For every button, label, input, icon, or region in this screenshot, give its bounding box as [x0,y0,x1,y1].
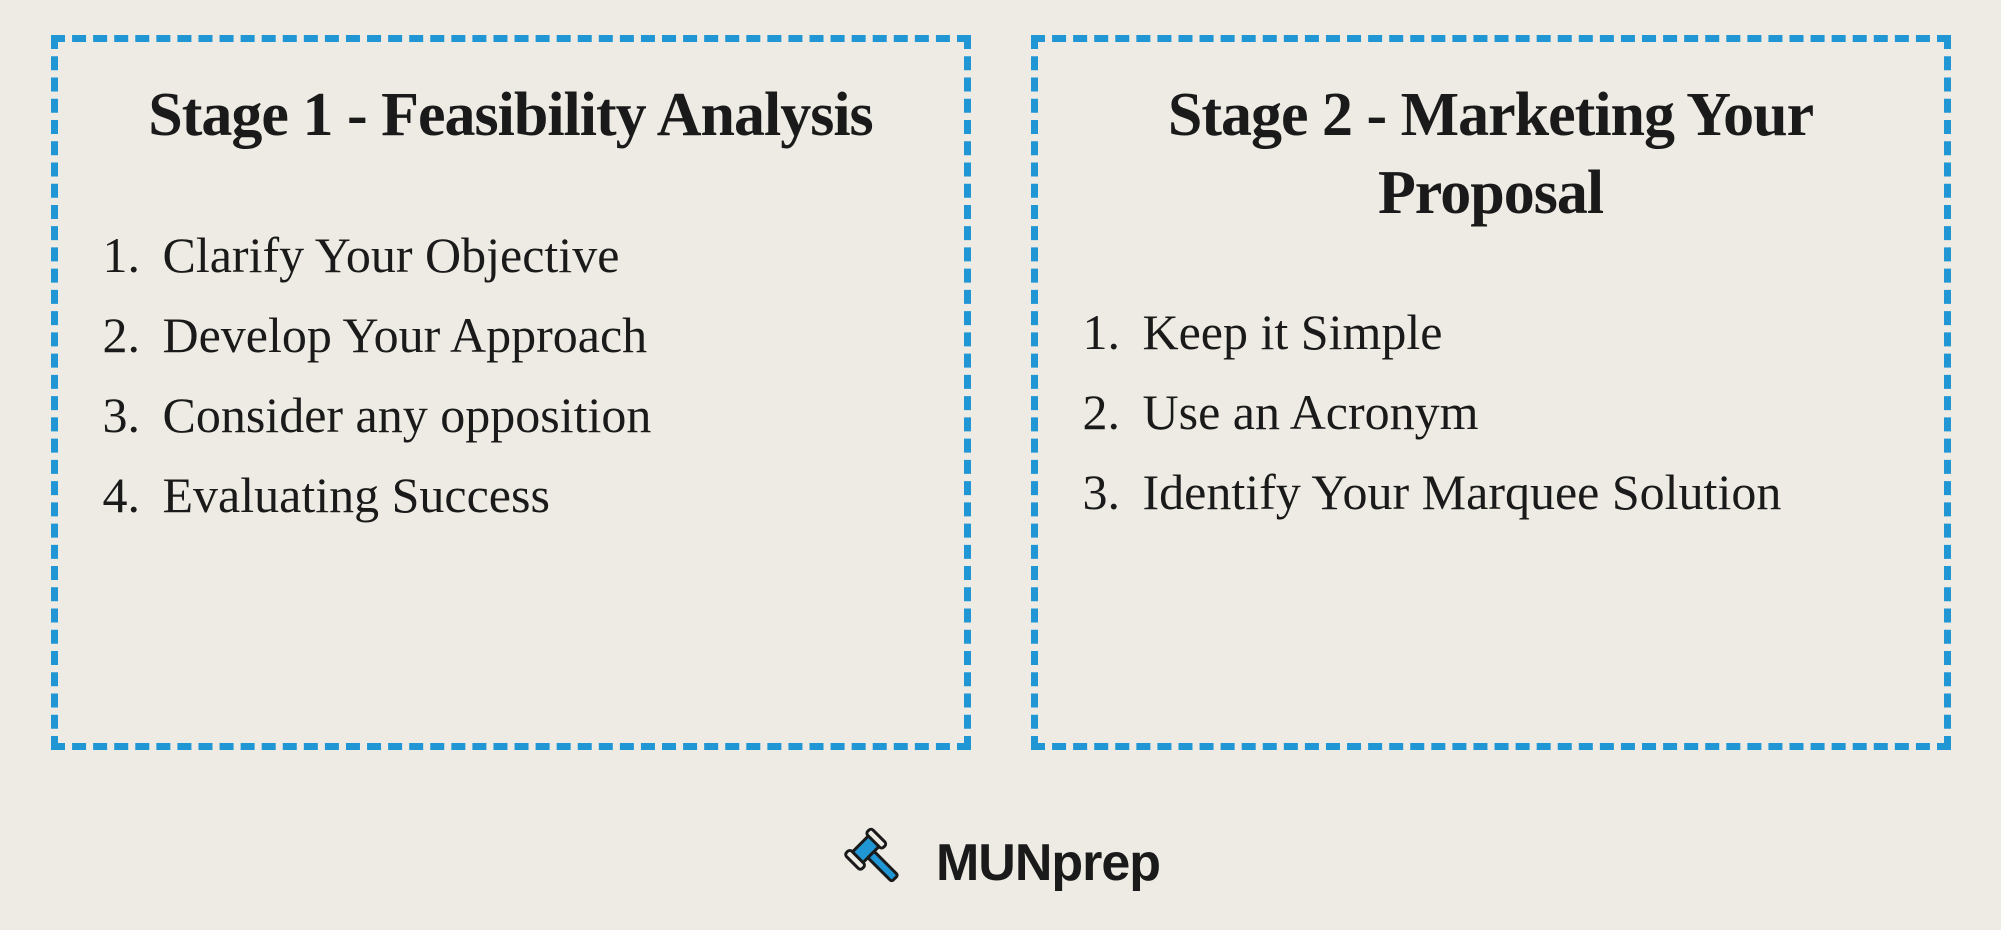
stage-1-box: Stage 1 - Feasibility Analysis Clarify Y… [51,35,971,750]
stage-1-item: Evaluating Success [103,455,919,535]
stage-1-item: Clarify Your Objective [103,215,919,295]
stage-2-item: Keep it Simple [1083,292,1899,372]
stage-1-item: Consider any opposition [103,375,919,455]
stage-2-list: Keep it Simple Use an Acronym Identify Y… [1083,292,1899,532]
brand-name: MUNprep [936,833,1160,893]
stage-1-title: Stage 1 - Feasibility Analysis [103,77,919,155]
footer: MUNprep [841,825,1160,900]
stage-1-list: Clarify Your Objective Develop Your Appr… [103,215,919,535]
stage-2-item: Identify Your Marquee Solution [1083,452,1899,532]
stage-2-title: Stage 2 - Marketing Your Proposal [1083,77,1899,232]
stages-container: Stage 1 - Feasibility Analysis Clarify Y… [0,0,2001,750]
stage-2-item: Use an Acronym [1083,372,1899,452]
stage-2-box: Stage 2 - Marketing Your Proposal Keep i… [1031,35,1951,750]
stage-1-item: Develop Your Approach [103,295,919,375]
gavel-icon [841,825,916,900]
